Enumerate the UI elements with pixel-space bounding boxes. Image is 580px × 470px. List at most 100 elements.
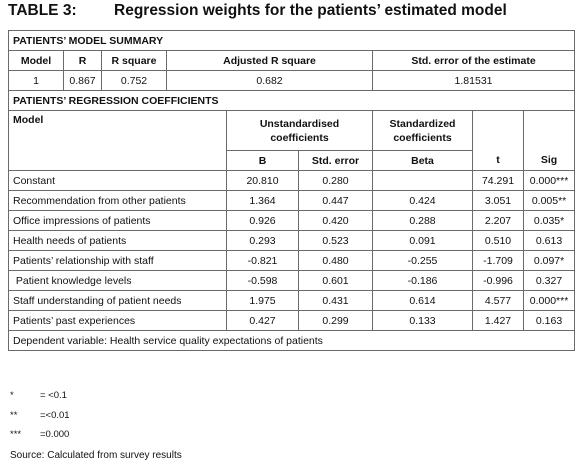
std-error-value-cell: 0.299: [298, 310, 373, 331]
beta-value-cell: [372, 170, 473, 191]
coefficients-body: Constant 20.810 0.280 74.291 0.000*** Recomme…: [8, 170, 576, 331]
sig-value: 0.327: [535, 274, 563, 287]
std-error-value-cell: 0.601: [298, 270, 373, 291]
summary-header-model: Model: [8, 50, 64, 71]
std-error-value-cell: 0.447: [298, 190, 373, 211]
variable-cell: Recommendation from other patients: [8, 190, 227, 211]
dependent-variable-row: Dependent variable: Health service quali…: [7, 330, 576, 351]
t-sig-cell: 4.577 0.000***: [471, 290, 576, 311]
source-note: Source: Calculated from survey results: [10, 450, 182, 461]
b-header: B: [226, 150, 299, 171]
std-error-value-cell: 0.480: [298, 250, 373, 271]
variable-cell: Patients’ past experiences: [8, 310, 227, 331]
t-value: 2.207: [474, 211, 525, 230]
coefficient-row: Patient knowledge levels -0.598 0.601 -0.18…: [8, 270, 576, 291]
coefficient-row: Office impressions of patients 0.926 0.420…: [8, 210, 576, 231]
sig-value: 0.163: [535, 314, 563, 327]
summary-adjusted-r-square-value: 0.682: [166, 70, 373, 91]
std-error-value-cell: 0.280: [298, 170, 373, 191]
variable-cell: Constant: [8, 170, 227, 191]
b-value-cell: -0.598: [226, 270, 299, 291]
std-error-value-cell: 0.431: [298, 290, 373, 311]
t-value: 3.051: [474, 191, 525, 210]
summary-header-r-square: R square: [101, 50, 167, 71]
b-value-cell: 1.975: [226, 290, 299, 311]
summary-header-r: R: [63, 50, 102, 71]
coefficients-heading: PATIENTS’ REGRESSION COEFFICIENTS: [7, 90, 576, 111]
beta-value-cell: 0.288: [372, 210, 473, 231]
summary-r-value: 0.867: [63, 70, 102, 91]
t-header: t: [474, 111, 525, 170]
t-sig-header: t Sig: [471, 110, 576, 171]
variable-cell: Office impressions of patients: [8, 210, 227, 231]
sig-value: 0.613: [535, 234, 563, 247]
summary-heading: PATIENTS’ MODEL SUMMARY: [7, 30, 576, 51]
t-value: -1.709: [474, 251, 525, 270]
std-error-header: Std. error: [298, 150, 373, 171]
summary-data-row: 1 0.867 0.752 0.682 1.81531: [8, 70, 576, 91]
std-error-value-cell: 0.420: [298, 210, 373, 231]
sig-value: 0.000***: [529, 294, 569, 307]
beta-value-cell: 0.091: [372, 230, 473, 251]
beta-value-cell: 0.424: [372, 190, 473, 211]
note-symbol: *: [10, 390, 14, 401]
t-value: 0.510: [474, 231, 525, 250]
t-sig-cell: 1.427 0.163: [471, 310, 576, 331]
b-value-cell: 0.427: [226, 310, 299, 331]
note-symbol: ***: [10, 429, 22, 440]
variable-cell: Patient knowledge levels: [8, 270, 227, 291]
note-text: =<0.01: [40, 410, 70, 421]
t-sig-cell: 3.051 0.005**: [471, 190, 576, 211]
coefficient-row: Constant 20.810 0.280 74.291 0.000***: [8, 170, 576, 191]
sig-value: 0.000***: [529, 174, 569, 187]
b-value-cell: 0.293: [226, 230, 299, 251]
beta-value-cell: -0.186: [372, 270, 473, 291]
sig-value: 0.005**: [531, 194, 567, 207]
t-value: 4.577: [474, 291, 525, 310]
coefficient-row: Patients’ relationship with staff -0.821 0…: [8, 250, 576, 271]
b-value-cell: -0.821: [226, 250, 299, 271]
t-sig-cell: 74.291 0.000***: [471, 170, 576, 191]
t-sig-cell: -0.996 0.327: [471, 270, 576, 291]
std-error-value-cell: 0.523: [298, 230, 373, 251]
beta-value-cell: -0.255: [372, 250, 473, 271]
note-symbol: **: [10, 410, 18, 421]
coefficient-row: Staff understanding of patient needs 1.97…: [8, 290, 576, 311]
coefficients-heading-row: PATIENTS’ REGRESSION COEFFICIENTS: [7, 90, 576, 111]
summary-heading-row: PATIENTS’ MODEL SUMMARY: [7, 30, 576, 51]
coefficient-row: Patients’ past experiences 0.427 0.299 0.13…: [8, 310, 576, 331]
significance-note: ** =<0.01: [10, 410, 70, 421]
t-sig-cell: 0.510 0.613: [471, 230, 576, 251]
coefficient-row: Health needs of patients 0.293 0.523 0.091 0…: [8, 230, 576, 251]
summary-std-error-value: 1.81531: [371, 70, 576, 91]
coefficients-subheader-row: B Std. error Beta: [9, 150, 575, 171]
b-value-cell: 1.364: [226, 190, 299, 211]
note-text: =0.000: [40, 429, 70, 440]
regression-table: PATIENTS’ MODEL SUMMARY Model R R square…: [7, 30, 576, 351]
sig-value: 0.035*: [533, 214, 565, 227]
beta-header: Beta: [372, 150, 473, 171]
coefficients-header-row: Model Unstandardised coefficients Standa…: [8, 110, 576, 171]
table-label: TABLE 3:: [8, 2, 77, 19]
b-value-cell: 20.810: [226, 170, 299, 191]
sig-header: Sig: [540, 154, 558, 166]
unstandardised-header: Unstandardised coefficients: [226, 110, 373, 151]
summary-r-square-value: 0.752: [101, 70, 167, 91]
variable-cell: Patients’ relationship with staff: [8, 250, 227, 271]
significance-note: *** =0.000: [10, 429, 69, 440]
summary-header-row: Model R R square Adjusted R square Std. …: [8, 50, 576, 71]
standardized-header: Standardized coefficients: [372, 110, 473, 151]
summary-header-adjusted-r-square: Adjusted R square: [166, 50, 373, 71]
coefficient-row: Recommendation from other patients 1.364 0…: [8, 190, 576, 211]
summary-model-value: 1: [8, 70, 64, 91]
t-value: -0.996: [474, 271, 525, 290]
variable-cell: Health needs of patients: [8, 230, 227, 251]
sig-value: 0.097*: [533, 254, 565, 267]
t-value: 74.291: [474, 171, 525, 190]
t-value: 1.427: [474, 311, 525, 330]
note-text: = <0.1: [40, 390, 67, 401]
beta-value-cell: 0.614: [372, 290, 473, 311]
coefficients-model-header: Model: [8, 110, 227, 171]
significance-note: * = <0.1: [10, 390, 67, 401]
beta-value-cell: 0.133: [372, 310, 473, 331]
